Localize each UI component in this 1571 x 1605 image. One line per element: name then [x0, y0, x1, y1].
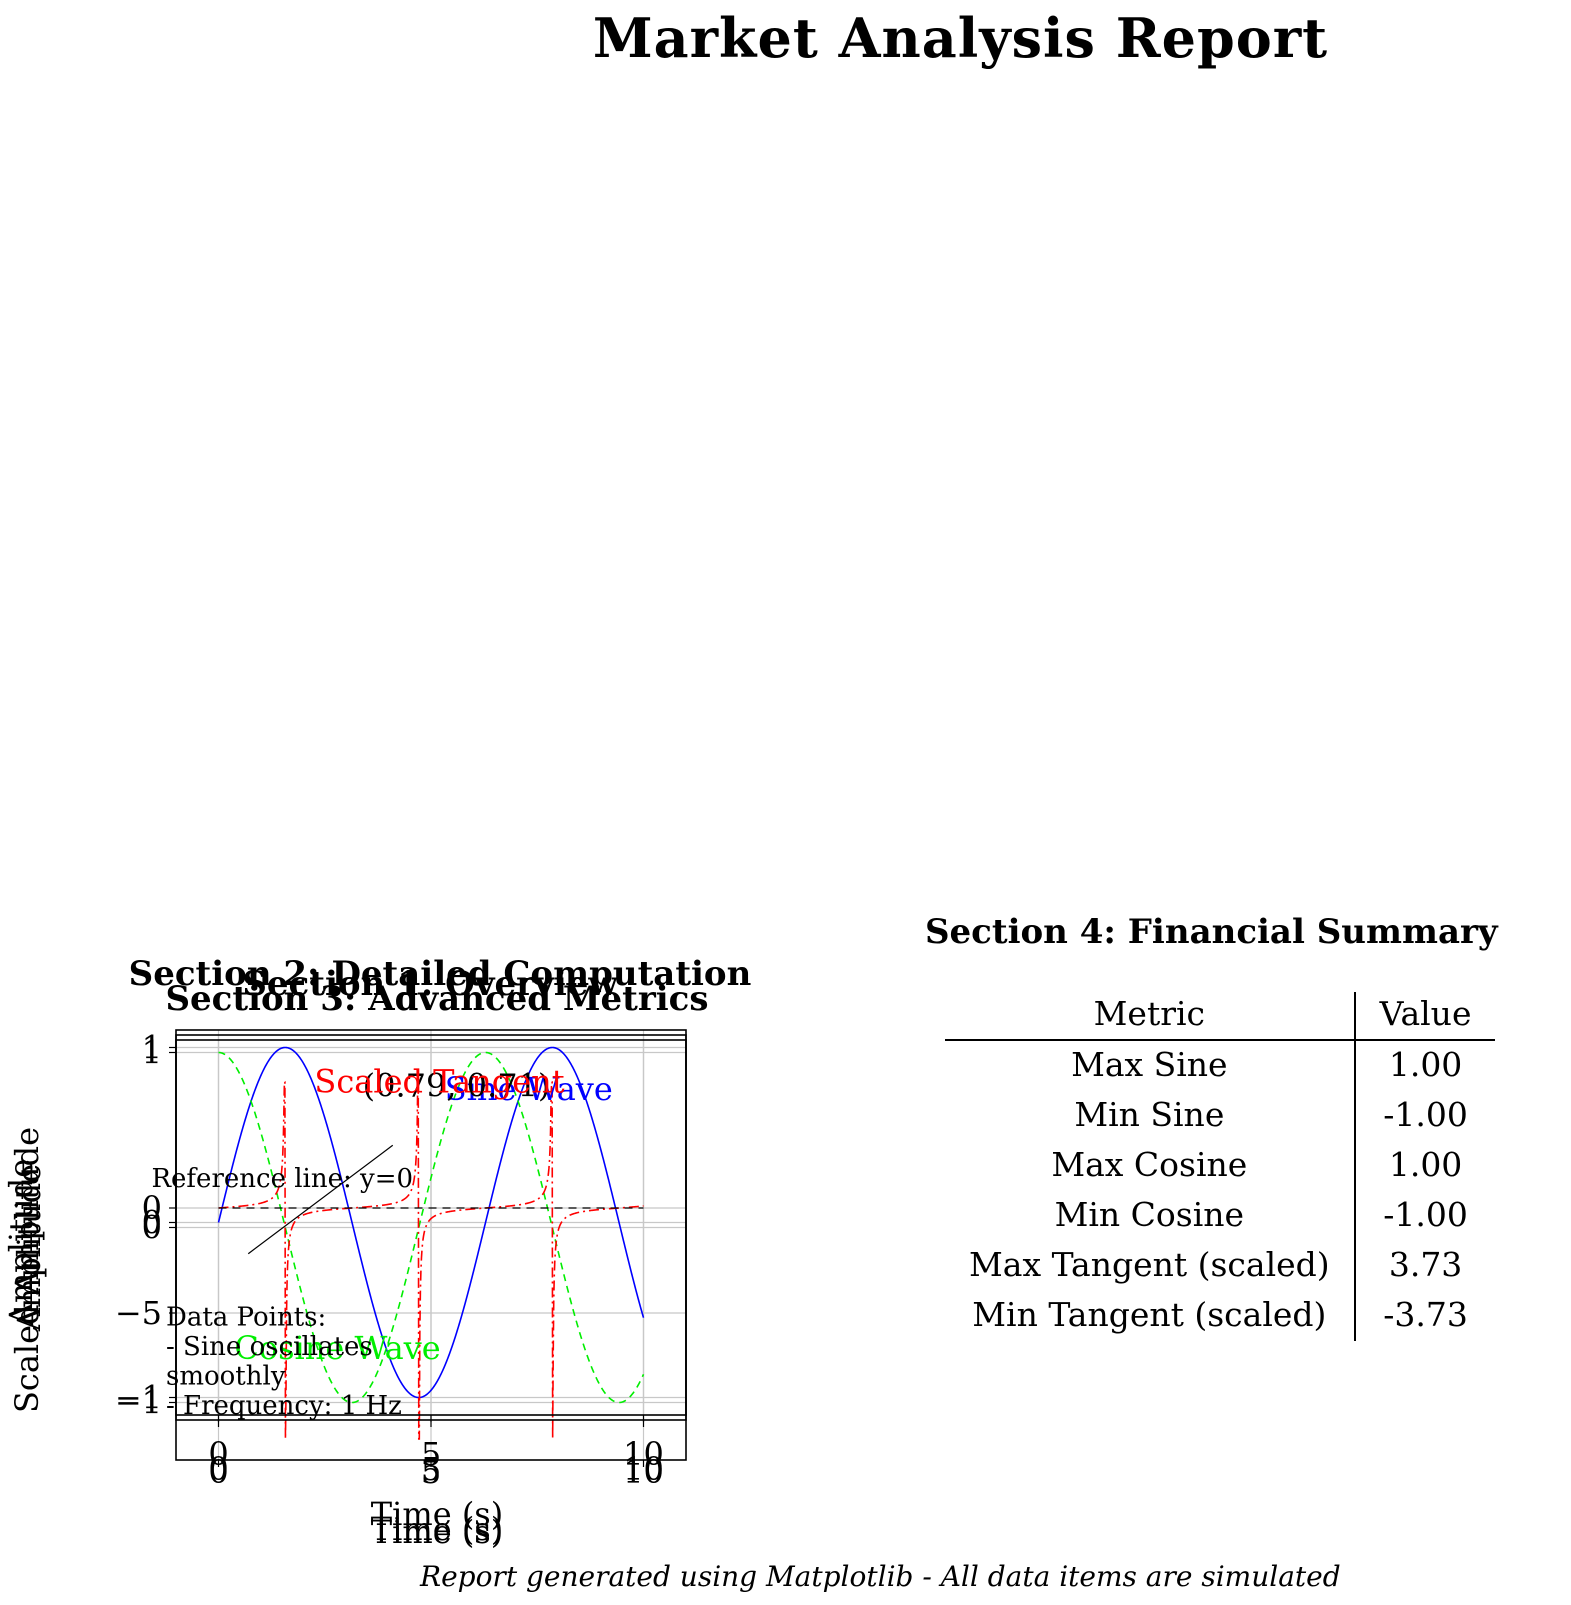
x-tick-label: 5 [421, 1450, 441, 1488]
x-tick-label: 0 [208, 1453, 228, 1491]
y-axis-label: Scaled Amplitude [8, 1127, 46, 1413]
report-footer: Report generated using Matplotlib - All … [420, 1560, 1341, 1593]
table-cell: 1.00 [1388, 1145, 1463, 1184]
table-cell: -1.00 [1383, 1195, 1468, 1234]
series-line [217, 1046, 645, 1399]
annotation-text: (0.79, 0.71) [363, 1066, 551, 1104]
annotation-text: - Sine oscillates [166, 1332, 373, 1362]
x-tick-label: 10 [623, 1450, 664, 1488]
table-cell: -1.00 [1383, 1095, 1468, 1134]
annotation-text: Cosine Wave [234, 1329, 440, 1367]
financial-summary-table: Metric Value Max Sine 1.00 Min Sine -1.00 … [945, 992, 1496, 1341]
chart-title: Section 2: Detailed Computation [129, 954, 752, 994]
annotation-text: smoothly [166, 1361, 286, 1391]
annotation-text: Scaled Tangent [314, 1063, 564, 1101]
table-header-row: Metric Value [945, 992, 1496, 1041]
table-cell: -3.73 [1383, 1295, 1468, 1334]
x-axis-label: Time (s) [371, 1513, 503, 1551]
y-tick-label: −5 [115, 1294, 162, 1332]
report-title: Market Analysis Report [592, 6, 1329, 70]
table-cell: Min Sine [945, 1091, 1356, 1141]
x-tick-label: 10 [623, 1453, 664, 1491]
y-tick-label: 1 [142, 1034, 162, 1072]
x-tick-label: 0 [208, 1435, 228, 1473]
y-tick-label: −1 [115, 1384, 162, 1422]
table-cell: Max Sine [945, 1040, 1356, 1091]
table-cell: Min Tangent (scaled) [945, 1291, 1356, 1341]
y-tick-label: 0 [142, 1209, 162, 1247]
y-tick-label: −1 [115, 1379, 162, 1417]
annotation-text: - Frequency: 1 Hz [166, 1391, 402, 1421]
chart-title: Section 1: Overview [242, 964, 618, 1004]
x-tick-label: 5 [421, 1453, 441, 1491]
x-axis-label: Time (s) [371, 1510, 503, 1548]
table-cell: 1.00 [1388, 1045, 1463, 1084]
table-cell: Max Tangent (scaled) [945, 1241, 1356, 1291]
series-line [218, 1081, 644, 1440]
table-row: Min Cosine -1.00 [945, 1191, 1495, 1241]
table-cell: 3.73 [1388, 1245, 1463, 1284]
x-axis-label: Time (s) [371, 1495, 503, 1533]
annotation-text: Sine Wave [445, 1070, 613, 1108]
x-tick-label: 0 [208, 1450, 228, 1488]
table-row: Min Sine -1.00 [945, 1091, 1495, 1141]
y-axis-label: Amplitude [10, 1164, 48, 1332]
table-cell: Max Cosine [945, 1141, 1356, 1191]
table-row: Max Sine 1.00 [945, 1040, 1495, 1091]
annotation-text: Reference line: y=0 [151, 1164, 413, 1194]
y-tick-label: 1 [142, 1029, 162, 1067]
table-row: Max Tangent (scaled) 3.73 [945, 1241, 1495, 1291]
annotation-text: Data Points: [166, 1303, 326, 1333]
table-header-value: Value [1354, 992, 1496, 1041]
table-row: Max Cosine 1.00 [945, 1141, 1495, 1191]
annotation-arrow [247, 1144, 394, 1255]
table-cell: Min Cosine [945, 1191, 1356, 1241]
chart-title: Section 3: Advanced Metrics [165, 979, 708, 1019]
x-tick-label: 10 [623, 1435, 664, 1473]
table-title: Section 4: Financial Summary [925, 912, 1498, 952]
y-tick-label: 0 [142, 1204, 162, 1242]
x-tick-label: 5 [421, 1435, 441, 1473]
y-axis-label: Amplitude [2, 1159, 40, 1327]
y-tick-label: 0 [142, 1189, 162, 1227]
table-header-metric: Metric [945, 992, 1356, 1041]
table-row: Min Tangent (scaled) -3.73 [945, 1291, 1495, 1341]
